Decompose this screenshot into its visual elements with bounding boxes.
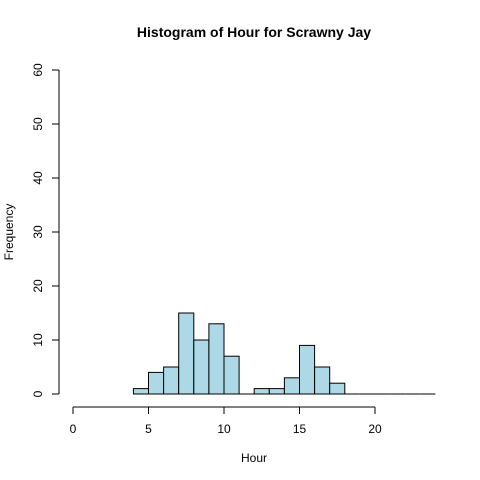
x-tick-label-0: 0 <box>70 422 77 436</box>
x-axis: 0 5 10 15 20 <box>70 406 382 436</box>
histogram-bar-1 <box>148 371 165 395</box>
histogram-bar-4 <box>193 339 210 395</box>
y-tick-label-4: 40 <box>31 171 45 185</box>
y-tick-label-6: 60 <box>31 63 45 77</box>
bars-group <box>132 312 436 395</box>
y-tick-label-1: 10 <box>31 333 45 347</box>
y-tick-label-5: 50 <box>31 117 45 131</box>
histogram-bar-11 <box>299 344 316 395</box>
y-axis-label: Frequency <box>2 204 16 261</box>
histogram-bar-3 <box>178 312 195 395</box>
histogram-bar-6 <box>223 355 240 395</box>
y-axis: 0 10 20 30 40 50 60 <box>31 63 60 397</box>
histogram-bar-5 <box>208 323 225 395</box>
x-tick-label-4: 20 <box>368 422 382 436</box>
histogram-bar-10 <box>283 377 300 395</box>
x-tick-label-2: 10 <box>217 422 231 436</box>
x-tick-label-3: 15 <box>293 422 307 436</box>
histogram-bar-12 <box>314 366 331 395</box>
x-axis-label: Hour <box>241 451 267 465</box>
y-tick-label-2: 20 <box>31 279 45 293</box>
histogram-bar-9 <box>268 388 285 395</box>
chart-title: Histogram of Hour for Scrawny Jay <box>137 24 371 40</box>
x-tick-label-1: 5 <box>145 422 152 436</box>
y-tick-label-0: 0 <box>31 390 45 397</box>
histogram-bar-2 <box>163 366 180 395</box>
histogram-bar-13 <box>329 382 346 395</box>
histogram-bar-8 <box>253 388 270 395</box>
y-tick-label-3: 30 <box>31 225 45 239</box>
histogram-bar-0 <box>132 388 149 395</box>
